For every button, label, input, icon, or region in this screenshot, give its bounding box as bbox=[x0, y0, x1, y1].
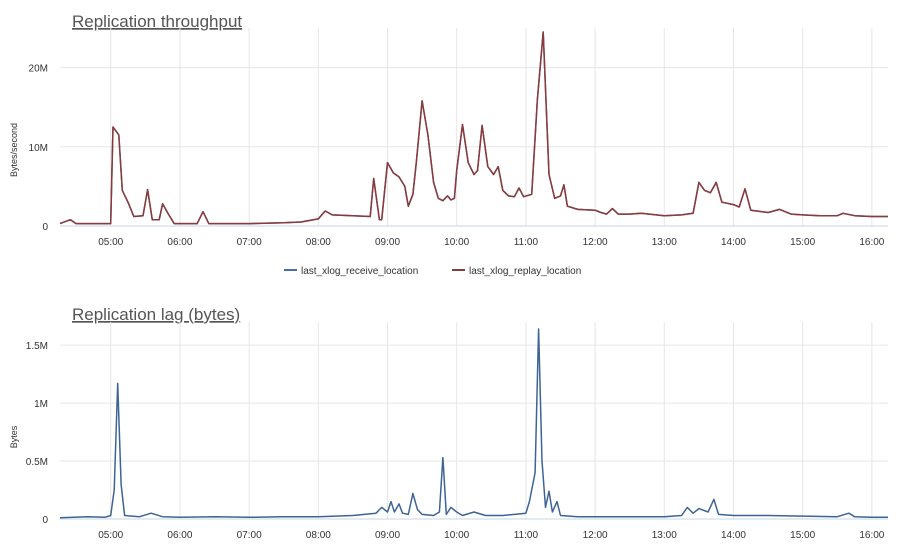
x-tick-label: 05:00 bbox=[98, 237, 123, 248]
x-tick-label: 16:00 bbox=[859, 530, 884, 541]
x-tick-label: 14:00 bbox=[721, 237, 746, 248]
series-line-last-xlog-replay-location bbox=[59, 31, 888, 225]
x-tick-label: 08:00 bbox=[306, 530, 331, 541]
x-tick-label: 06:00 bbox=[167, 237, 192, 248]
x-tick-label: 09:00 bbox=[375, 237, 400, 248]
x-tick-label: 09:00 bbox=[375, 530, 400, 541]
y-axis-label: Bytes/second bbox=[9, 123, 19, 177]
y-tick-label: 0 bbox=[42, 222, 48, 233]
throughput-chart: Replication throughput Bytes/second 05:0… bbox=[9, 12, 888, 248]
x-tick-label: 11:00 bbox=[514, 237, 539, 248]
x-tick-label: 12:00 bbox=[583, 237, 608, 248]
x-tick-label: 15:00 bbox=[790, 530, 815, 541]
y-tick-label: 1M bbox=[34, 399, 48, 410]
series-lines bbox=[59, 328, 888, 519]
x-tick-label: 05:00 bbox=[98, 530, 123, 541]
x-tick-label: 07:00 bbox=[237, 237, 262, 248]
x-tick-label: 06:00 bbox=[167, 530, 192, 541]
x-tick-label: 07:00 bbox=[237, 530, 262, 541]
grid bbox=[60, 322, 888, 520]
y-tick-label: 0 bbox=[42, 515, 48, 526]
legend-item-receive: last_xlog_receive_location bbox=[301, 266, 418, 277]
x-tick-label: 10:00 bbox=[444, 530, 469, 541]
x-tick-label: 12:00 bbox=[583, 530, 608, 541]
y-tick-label: 1.5M bbox=[26, 341, 48, 352]
lag-chart: Replication lag (bytes) Bytes 05:00 06:00… bbox=[9, 305, 888, 541]
series-line-last-xlog-receive-location bbox=[59, 31, 888, 225]
x-tick-label: 15:00 bbox=[790, 237, 815, 248]
y-tick-label: 0.5M bbox=[26, 457, 48, 468]
chart-title: Replication lag (bytes) bbox=[72, 305, 240, 324]
legend: last_xlog_receive_location last_xlog_rep… bbox=[284, 266, 581, 277]
x-tick-label: 10:00 bbox=[444, 237, 469, 248]
series-lines bbox=[59, 31, 888, 225]
tick-labels: 05:00 06:00 07:00 08:00 09:00 10:00 11:00 12:00… bbox=[29, 64, 885, 248]
x-tick-label: 13:00 bbox=[652, 237, 677, 248]
legend-item-replay: last_xlog_replay_location bbox=[469, 266, 581, 277]
chart-title: Replication throughput bbox=[72, 12, 242, 31]
x-tick-label: 08:00 bbox=[306, 237, 331, 248]
x-tick-label: 11:00 bbox=[514, 530, 539, 541]
y-axis-label: Bytes bbox=[9, 425, 19, 448]
y-tick-label: 20M bbox=[29, 64, 48, 75]
grid bbox=[60, 28, 888, 227]
x-tick-label: 16:00 bbox=[859, 237, 884, 248]
x-tick-label: 13:00 bbox=[652, 530, 677, 541]
series-line-lag bbox=[59, 328, 888, 519]
y-tick-label: 10M bbox=[29, 143, 48, 154]
tick-labels: 05:00 06:00 07:00 08:00 09:00 10:00 11:00 12:00… bbox=[26, 341, 885, 541]
x-tick-label: 14:00 bbox=[721, 530, 746, 541]
